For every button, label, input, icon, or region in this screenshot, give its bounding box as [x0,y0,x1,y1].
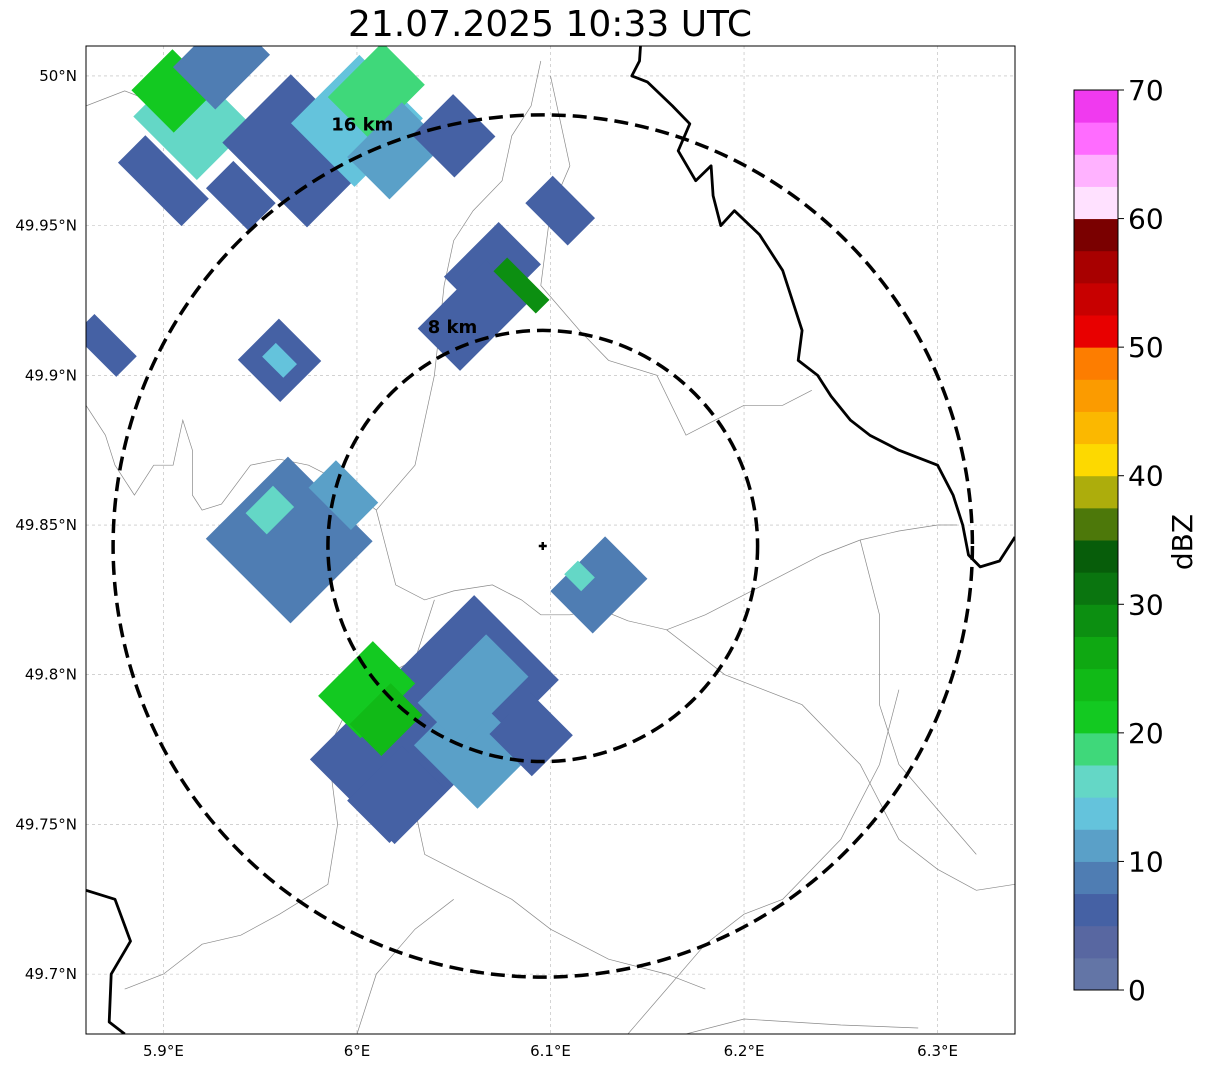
colorbar-segment [1074,507,1118,541]
lon-tick-label: 6.2°E [724,1042,765,1060]
reflectivity-cell [86,313,137,377]
reflectivity-cell [489,692,573,777]
national-border-line [86,888,132,1034]
colorbar-segment [1074,540,1118,573]
colorbar-segment [1074,411,1118,445]
colorbar: 0 10 20 30 40 50 60 70 dBZ [1073,74,1199,1007]
colorbar-tick-label: 70 [1128,74,1164,107]
colorbar-segment [1074,347,1118,380]
colorbar-frame [1073,89,1119,991]
colorbar-segment [1074,443,1118,477]
range-ring-1 [326,328,760,764]
reflectivity-cell [347,745,445,844]
colorbar-segment [1074,797,1118,830]
reflectivity-cell [349,683,423,757]
colorbar-tick-label: 0 [1128,974,1146,1007]
lat-tick-label: 49.95°N [15,217,77,235]
colorbar-tick-label: 10 [1128,845,1164,878]
admin-boundary-line [666,629,1015,891]
colorbar-segment [1074,572,1118,605]
range-rings: 8 km 16 km [111,113,975,979]
admin-boundary-line [859,539,977,855]
reflectivity-cell [564,560,595,592]
colorbar-segment [1074,829,1118,862]
reflectivity-cell [347,102,445,200]
admin-boundary-line [685,1018,919,1034]
admin-boundary-line [356,899,454,1034]
admin-boundary-line [376,60,542,511]
radar-site-marker [538,541,547,550]
colorbar-segment [1074,154,1118,187]
reflectivity-cell [131,49,215,133]
reflectivity-cell [412,94,496,178]
reflectivity-cell [308,460,379,530]
colorbar-segment [1074,604,1118,637]
reflectivity-cell [222,74,376,228]
range-ring-label: 16 km [331,114,393,135]
reflectivity-cell [493,257,550,314]
lat-tick-label: 49.7°N [25,965,77,983]
chart-title: 21.07.2025 10:33 UTC [347,4,753,45]
colorbar-segment [1074,765,1118,798]
colorbar-tick-label: 50 [1128,331,1164,364]
reflectivity-cell [117,135,209,227]
colorbar-segment [1074,90,1118,123]
colorbar-segment [1074,636,1118,670]
axis-tick-labels: 5.9°E 6°E 6.1°E 6.2°E 6.3°E 49.7°N 49.75°N 49.8… [15,67,958,1060]
map-plot-area[interactable]: 8 km 16 km [74,12,1015,1034]
colorbar-tick-label: 60 [1128,203,1164,236]
colorbar-segment [1074,925,1118,959]
colorbar-segment [1074,732,1118,766]
range-ring-label: 8 km [428,317,478,338]
colorbar-segment [1074,957,1118,991]
admin-boundary-line [627,689,900,1034]
reflectivity-field [86,46,648,845]
colorbar-segment [1074,315,1118,348]
colorbar-segment [1074,282,1118,316]
map-frame [85,45,1016,1035]
colorbar-segment [1074,379,1118,412]
colorbar-segment [1074,122,1118,155]
colorbar-segment [1074,218,1118,252]
lat-tick-label: 50°N [39,67,77,85]
colorbar-tick-label: 30 [1128,588,1164,621]
colorbar-segment [1074,250,1118,284]
reflectivity-cell [172,46,271,110]
reflectivity-cell [327,46,425,140]
lat-tick-label: 49.9°N [25,366,77,384]
lon-tick-label: 5.9°E [143,1042,184,1060]
reflectivity-cell [417,634,529,746]
reflectivity-cell [525,175,596,246]
reflectivity-cell [417,260,529,371]
colorbar-segment [1074,186,1118,220]
admin-boundary-line [540,75,812,436]
reflectivity-cell [550,536,648,634]
reflectivity-cell [245,485,295,535]
admin-boundary-line [86,405,377,511]
reflectivity-cell [205,160,276,231]
lat-tick-label: 49.8°N [25,666,77,684]
range-ring-2 [111,113,975,979]
colorbar-tick-label: 20 [1128,717,1164,750]
national-border-line [630,46,1015,569]
colorbar-tick-label: 40 [1128,460,1164,493]
lon-tick-label: 6.3°E [917,1042,958,1060]
lon-tick-label: 6.1°E [530,1042,571,1060]
colorbar-segment [1074,668,1118,702]
colorbar-segment [1074,700,1118,734]
colorbar-segment [1074,861,1118,895]
lon-tick-label: 6°E [344,1042,371,1060]
colorbar-segment [1074,893,1118,927]
admin-boundary-line [375,510,957,631]
reflectivity-cell [262,342,297,378]
lat-tick-label: 49.75°N [15,815,77,833]
reflectivity-cell [318,641,416,739]
colorbar-segment [1074,475,1118,509]
colorbar-axis-label: dBZ [1166,514,1199,570]
lat-tick-label: 49.85°N [15,516,77,534]
